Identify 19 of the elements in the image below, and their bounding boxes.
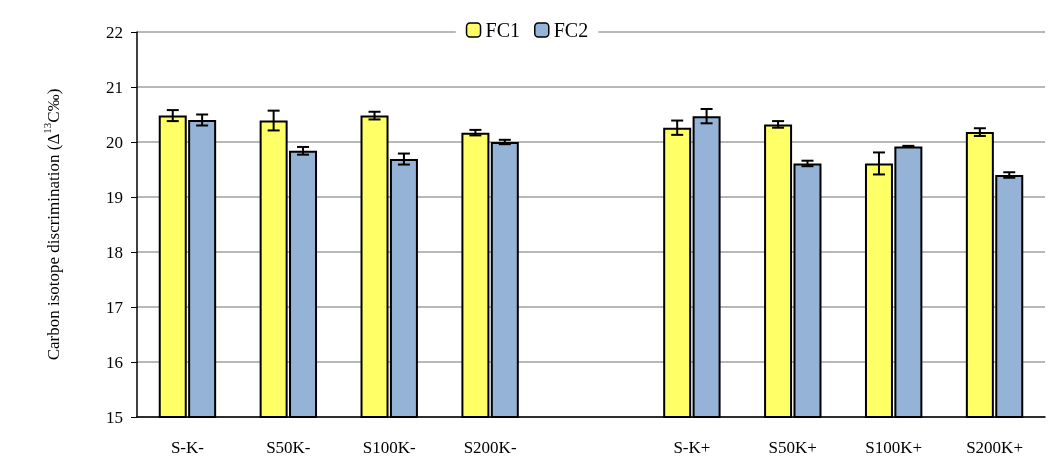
y-tick-label: 19 [106, 187, 123, 207]
y-tick-label: 15 [106, 407, 123, 427]
x-tick-label: S100K+ [865, 438, 923, 457]
x-tick-label: S50K- [266, 438, 311, 457]
x-tick-label: S200K- [463, 438, 517, 457]
y-tick-label: 21 [106, 77, 123, 97]
legend-label: FC2 [553, 19, 589, 41]
legend-label: FC1 [485, 19, 521, 41]
x-tick-label: S50K+ [768, 438, 817, 457]
y-tick-label: 16 [106, 352, 123, 372]
y-tick-label: 22 [106, 22, 123, 42]
x-tick-label: S-K+ [673, 438, 711, 457]
y-tick-label: 20 [106, 132, 123, 152]
x-tick-label: S200K+ [966, 438, 1023, 457]
x-tick-label: S-K- [170, 438, 205, 457]
y-axis-title: Carbon isotope discrimination (Δ13C‰) [40, 88, 63, 361]
y-tick-label: 17 [106, 297, 124, 317]
x-tick-label: S100K- [362, 438, 416, 457]
y-tick-label: 18 [106, 242, 123, 262]
